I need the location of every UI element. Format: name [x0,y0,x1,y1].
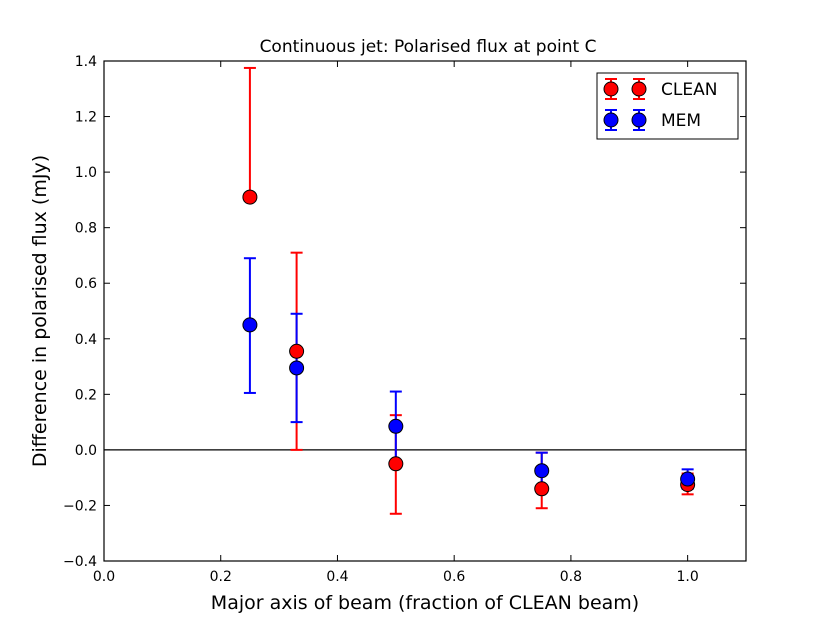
y-tick-label: 1.0 [75,165,97,181]
x-tick-label: 0.2 [210,569,232,585]
data-point [388,456,404,472]
legend-marker [603,112,619,128]
data-point [242,189,258,205]
data-point [680,471,696,487]
legend-marker [631,112,647,128]
legend-label: CLEAN [661,80,717,100]
y-tick-label: 0.6 [75,276,97,292]
legend-entry-clean: CLEAN [603,78,717,100]
y-tick-label: −0.2 [63,498,97,514]
series-markers-mem [242,317,696,487]
x-tick-label: 0.4 [326,569,348,585]
x-tick-label: 0.0 [93,569,115,585]
y-axis-label: Difference in polarised flux (mJy) [29,155,51,467]
legend-box [596,72,739,140]
x-tick-label: 1.0 [677,569,699,585]
data-point [388,418,404,434]
legend: CLEAN MEM [596,72,739,140]
y-tick-label: 0.4 [75,332,97,348]
plot-area: 0.0 0.2 0.4 0.6 0.8 1.0 −0.4 −0.2 0.0 0.2 0.4 0.6 0.… [63,54,747,585]
y-tick-label: 1.4 [75,54,97,70]
y-tick-label: 0.0 [75,443,97,459]
legend-marker [631,81,647,97]
data-point [534,463,550,479]
legend-label: MEM [661,111,701,131]
x-tick-label: 0.8 [560,569,582,585]
chart-title: Continuous jet: Polarised flux at point … [260,37,597,57]
legend-entry-mem: MEM [603,109,701,131]
x-tick-label: 0.6 [443,569,465,585]
x-axis-label: Major axis of beam (fraction of CLEAN be… [211,592,639,614]
data-point [289,343,305,359]
data-point [242,317,258,333]
y-tick-label: 0.8 [75,221,97,237]
y-tick-label: 0.2 [75,387,97,403]
data-point [289,360,305,376]
series-markers-clean [242,189,696,497]
data-point [534,481,550,497]
axes-frame [103,60,747,562]
legend-marker [603,81,619,97]
y-tick-label: 1.2 [75,110,97,126]
y-tick-label: −0.4 [63,554,97,570]
